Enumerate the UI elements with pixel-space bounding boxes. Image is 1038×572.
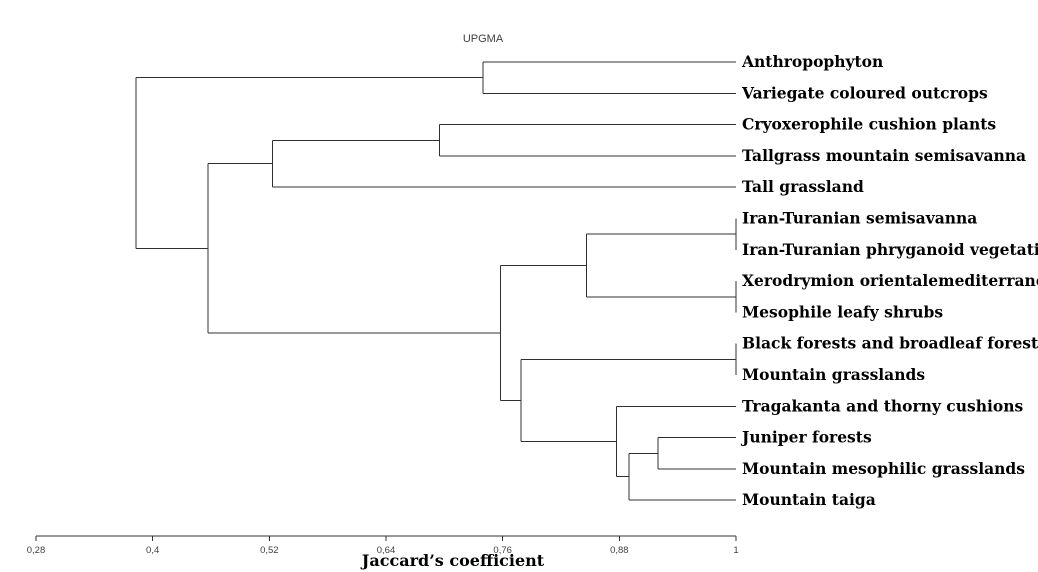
x-tick-label: 0,88 [610, 545, 629, 556]
leaf-label-anthropophyton: Anthropophyton [741, 52, 883, 71]
x-axis-title: Jaccard’s coefficient [360, 551, 545, 570]
leaf-label-mountain-mesophilic-grasslands: Mountain mesophilic grasslands [742, 459, 1025, 478]
leaf-label-xerodrymion-orientalemediterraneum: Xerodrymion orientalemediterraneum [742, 271, 1038, 290]
leaf-label-juniper-forests: Juniper forests [740, 428, 872, 447]
leaf-label-variegate-coloured-outcrops: Variegate coloured outcrops [741, 83, 988, 102]
x-tick-label: 0,4 [146, 545, 159, 556]
x-tick-label: 1 [733, 545, 738, 556]
leaf-label-tragakanta-and-thorny-cushions: Tragakanta and thorny cushions [742, 396, 1023, 415]
leaf-label-mountain-taiga: Mountain taiga [742, 490, 876, 509]
x-tick-label: 0,76 [493, 545, 512, 556]
leaf-label-tall-grassland: Tall grassland [742, 177, 864, 196]
leaf-label-black-forests-and-broadleaf-forests: Black forests and broadleaf forests [742, 334, 1038, 353]
leaf-label-iran-turanian-phryganoid-vegetation: Iran-Turanian phryganoid vegetation [742, 240, 1038, 259]
x-tick-label: 0,64 [377, 545, 396, 556]
leaf-label-iran-turanian-semisavanna: Iran-Turanian semisavanna [742, 209, 977, 228]
chart-title: UPGMA [463, 33, 504, 45]
dendrogram-branches [135, 61, 737, 501]
leaf-label-cryoxerophile-cushion-plants: Cryoxerophile cushion plants [742, 115, 996, 134]
x-tick-label: 0,28 [27, 545, 46, 556]
leaf-labels: Anthropophyton Variegate coloured outcrop… [740, 52, 1038, 509]
leaf-label-mesophile-leafy-shrubs: Mesophile leafy shrubs [742, 302, 943, 321]
x-tick-label: 0,52 [260, 545, 279, 556]
leaf-label-tallgrass-mountain-semisavanna: Tallgrass mountain semisavanna [742, 146, 1026, 165]
x-axis-ticks: 0,28 0,4 0,52 0,64 0,76 0,88 1 [27, 536, 739, 556]
leaf-label-mountain-grasslands: Mountain grasslands [742, 365, 925, 384]
